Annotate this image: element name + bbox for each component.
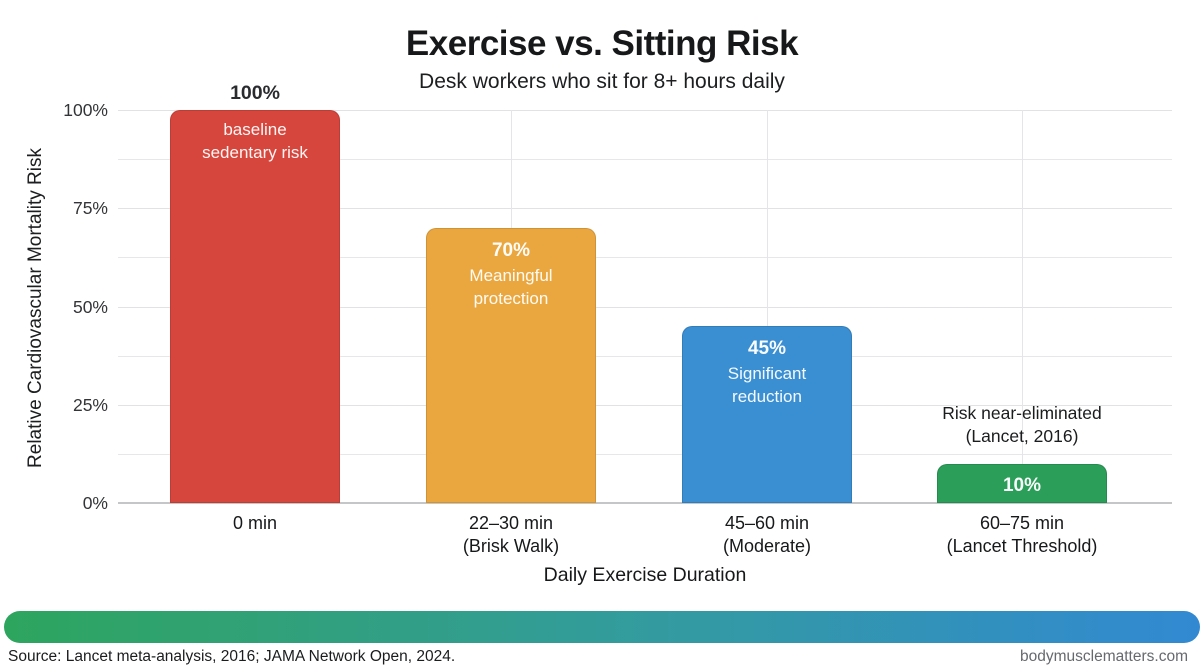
bar-value-label: 10% <box>1002 474 1042 496</box>
bar-value-label: 45% <box>747 338 787 360</box>
chart-subtitle: Desk workers who sit for 8+ hours daily <box>419 70 785 93</box>
annotation-line: Risk near-eliminated <box>942 402 1102 423</box>
bar-desc-line: baseline <box>223 120 287 139</box>
y-tick-label: 0% <box>82 493 108 513</box>
x-axis-baseline <box>118 502 1172 504</box>
bar-inner-labels: baseline sedentary risk <box>170 118 340 164</box>
bar-desc-line: Significant <box>727 364 807 384</box>
bar-value-label: 100% <box>230 82 280 104</box>
gridline-horizontal <box>118 306 1172 308</box>
x-tick-line: 60–75 min <box>979 513 1065 533</box>
gridline-horizontal <box>118 355 1172 357</box>
gridline-horizontal <box>118 159 1172 161</box>
x-tick-label: 45–60 min (Moderate) <box>642 512 892 558</box>
x-tick-line: (Lancet Threshold) <box>946 536 1098 556</box>
x-axis-title: Daily Exercise Duration <box>543 564 747 586</box>
bar-inner-labels: 45% Significant reduction <box>682 333 852 408</box>
gridline-horizontal <box>118 110 1172 111</box>
bar-2 <box>426 227 596 503</box>
bar-desc-line: Meaningful <box>469 265 553 285</box>
bar-value-label: 70% <box>491 239 531 261</box>
bar-desc-line: sedentary risk <box>202 143 308 162</box>
bar-4 <box>937 463 1107 503</box>
bar-desc-line: protection <box>473 288 549 308</box>
x-tick-line: 45–60 min <box>724 513 810 533</box>
gridline-horizontal <box>118 257 1172 259</box>
annotation-line: (Lancet, 2016) <box>965 425 1079 446</box>
x-tick-label: 22–30 min (Brisk Walk) <box>386 512 636 558</box>
x-tick-line: 0 min <box>232 513 277 533</box>
gridline-horizontal <box>118 208 1172 210</box>
bar-inner-labels: 10% <box>937 470 1107 499</box>
gridline-vertical <box>1022 110 1023 503</box>
bar-3 <box>682 326 852 503</box>
footer-gradient-bar <box>4 611 1200 643</box>
bar-inner-labels: 70% Meaningful protection <box>426 235 596 310</box>
footer-site-watermark: bodymusclematters.com <box>1020 648 1188 665</box>
x-tick-label: 0 min <box>130 512 380 535</box>
x-tick-line: (Brisk Walk) <box>462 536 560 556</box>
bar-1 <box>170 110 340 503</box>
chart-title: Exercise vs. Sitting Risk <box>405 24 799 63</box>
gridline-vertical <box>767 110 768 503</box>
x-tick-line: (Moderate) <box>722 536 812 556</box>
y-tick-label: 50% <box>72 296 108 317</box>
y-tick-label: 25% <box>72 394 108 415</box>
x-tick-label: 60–75 min (Lancet Threshold) <box>897 512 1147 558</box>
gridline-horizontal <box>118 453 1172 455</box>
y-tick-label: 75% <box>72 198 108 219</box>
bar-annotation: Risk near-eliminated (Lancet, 2016) <box>892 402 1152 448</box>
bar-desc-line: reduction <box>732 387 802 407</box>
footer-source-text: Source: Lancet meta-analysis, 2016; JAMA… <box>8 648 456 665</box>
y-tick-label: 100% <box>63 100 108 120</box>
x-tick-line: 22–30 min <box>468 513 554 533</box>
gridline-horizontal <box>118 404 1172 406</box>
